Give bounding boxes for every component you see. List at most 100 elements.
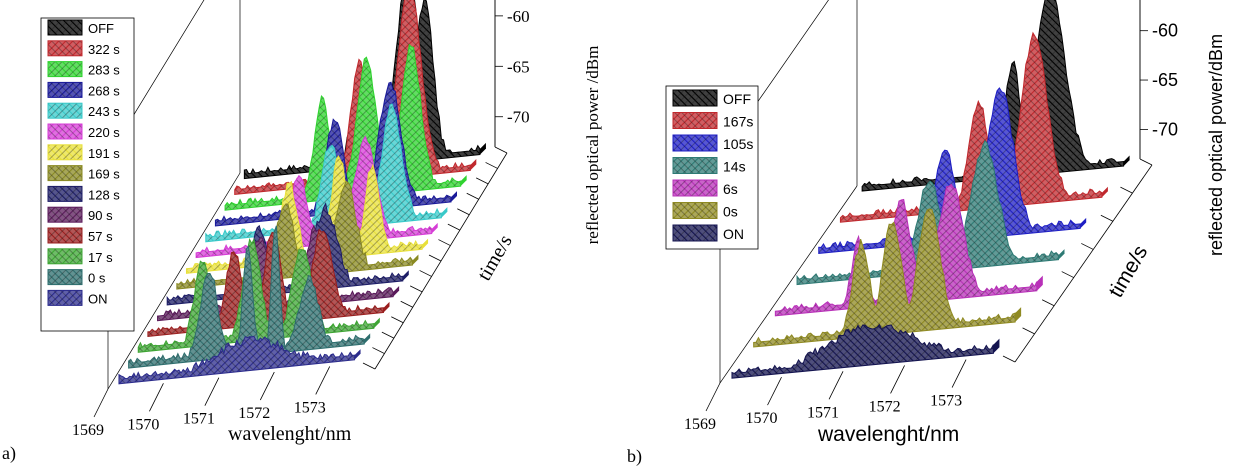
legend-swatch <box>47 269 83 286</box>
legend-swatch <box>47 81 83 98</box>
legend-label: 14s <box>723 159 746 175</box>
x-axis-label: wavelenght/nm <box>228 423 352 445</box>
time-axis-label: time/s <box>473 231 517 285</box>
x-axis-label: wavelenght/nm <box>817 423 959 446</box>
legend-item-on: ON <box>672 224 744 242</box>
series-side-128-s <box>402 270 409 281</box>
x-tick-1570 <box>149 383 164 412</box>
panel-a: 15691570157115721573-50-55-60-65-70refle… <box>2 0 602 464</box>
z-tick-label--60: -60 <box>1152 21 1178 41</box>
time-tick <box>419 270 432 277</box>
time-axis <box>1002 158 1153 363</box>
series-side-on <box>993 338 1000 354</box>
legend-label: 283 s <box>88 63 120 78</box>
legend-item-268-s: 268 s <box>47 81 120 98</box>
time-tick <box>409 285 423 293</box>
legend-item-6s: 6s <box>672 179 738 197</box>
legend-label: 0s <box>723 204 738 220</box>
legend-label: 169 s <box>88 167 120 182</box>
series-group <box>731 0 1130 379</box>
time-axis-line <box>1014 164 1153 363</box>
x-axis: 1569 1570 1571 1572 1573 <box>72 366 331 439</box>
legend-label: 17 s <box>88 250 113 265</box>
x-tick-1569 <box>93 388 109 418</box>
time-tick <box>400 300 413 308</box>
legend-swatch <box>672 112 718 129</box>
legend-label: 243 s <box>88 104 120 119</box>
time-tick <box>1081 243 1094 250</box>
series-side-14s <box>1058 249 1065 260</box>
time-axis <box>362 146 508 370</box>
legend-swatch <box>47 144 83 161</box>
z-axis-label: reflected optical power /dBm <box>583 46 602 245</box>
x-tick-label-1570: 1570 <box>127 416 159 433</box>
series-ribbon-on <box>118 335 356 385</box>
legend-item-167s: 167s <box>672 112 753 130</box>
legend-swatch <box>672 134 718 152</box>
series-side-191-s <box>422 238 429 250</box>
legend-label: 105s <box>723 136 753 152</box>
series-ribbon-6s <box>774 183 1038 317</box>
legend-swatch <box>47 248 83 265</box>
legend-swatch <box>47 123 83 140</box>
x-tick-label-1572: 1572 <box>869 398 901 415</box>
x-tick-1570 <box>767 376 782 406</box>
series-side-17-s <box>373 317 380 329</box>
panel-b: 15691570157115721573-50-55-60-65-70refle… <box>627 0 1226 466</box>
legend-label: OFF <box>88 21 114 36</box>
series-side-off <box>1123 155 1130 167</box>
time-tick <box>372 347 385 354</box>
legend-item-322-s: 322 s <box>47 40 120 57</box>
series-ribbon-57-s <box>147 228 384 338</box>
time-tick <box>447 223 461 231</box>
panel-label: a) <box>2 443 16 464</box>
series-side-off <box>479 142 486 155</box>
legend-item-off: OFF <box>47 19 114 36</box>
legend-item-169-s: 169 s <box>47 165 120 182</box>
legend-swatch <box>47 40 83 57</box>
legend-label: 57 s <box>88 229 113 244</box>
time-tick <box>466 192 479 200</box>
legend-swatch <box>672 202 718 219</box>
x-tick-1569 <box>705 382 721 412</box>
series-side-on <box>354 349 361 360</box>
x-tick-label-1570: 1570 <box>746 410 778 427</box>
x-tick-label-1571: 1571 <box>183 411 215 428</box>
series-side-0-s <box>364 333 371 345</box>
series-ribbon-167s <box>839 31 1103 223</box>
legend-item-191-s: 191 s <box>47 144 120 161</box>
series-ribbon-0s <box>753 208 1016 348</box>
legend-item-0s: 0s <box>672 202 738 220</box>
time-tick <box>391 316 404 324</box>
legend-item-0-s: 0 s <box>47 269 106 286</box>
time-tick <box>494 146 508 154</box>
x-tick-1573 <box>315 366 331 395</box>
legend-swatch <box>47 227 83 244</box>
time-tick <box>457 208 470 216</box>
z-tick-label--70: -70 <box>1152 119 1178 139</box>
x-tick-label-1572: 1572 <box>238 405 270 422</box>
floor-edge <box>107 172 241 390</box>
series-ribbon-169-s <box>176 180 413 290</box>
time-tick <box>428 254 442 262</box>
legend-swatch <box>672 157 718 174</box>
x-tick-1571 <box>828 371 844 400</box>
legend-item-128-s: 128 s <box>47 185 120 202</box>
legend-label: ON <box>723 226 744 242</box>
legend-swatch <box>47 206 83 223</box>
panel-label: b) <box>627 446 642 466</box>
legend-swatch <box>47 102 83 119</box>
legend-label: 220 s <box>88 125 120 140</box>
z-tick-label--60: -60 <box>507 7 530 26</box>
legend-item-243-s: 243 s <box>47 102 120 119</box>
legend-swatch <box>672 224 718 242</box>
z-tick-label--65: -65 <box>1152 70 1178 90</box>
legend-swatch <box>47 289 83 306</box>
z-axis-label: reflected optical power/dBm <box>1206 34 1226 256</box>
x-tick-1572 <box>259 371 275 401</box>
legend-label: 90 s <box>88 208 113 223</box>
time-tick <box>1100 214 1114 222</box>
